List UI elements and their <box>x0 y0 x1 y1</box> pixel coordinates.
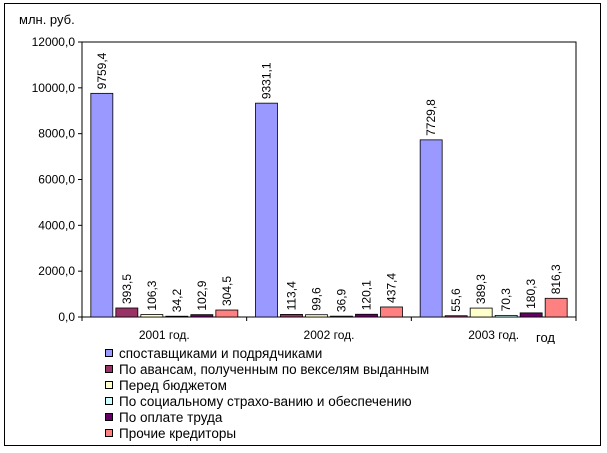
legend-item: Перед бюджетом <box>105 377 429 393</box>
bar <box>140 314 164 318</box>
legend-label: По оплате труда <box>119 409 223 425</box>
data-label: 9331,1 <box>260 62 274 99</box>
x-tick-label: 2001 год. <box>139 328 190 342</box>
y-tick-label: 4000,0 <box>38 218 75 232</box>
legend-swatch <box>105 349 113 357</box>
bar <box>190 314 214 318</box>
x-axis-label: год <box>536 330 555 344</box>
data-label: 36,9 <box>335 288 349 312</box>
bar <box>380 306 403 318</box>
data-label: 120,1 <box>360 280 374 310</box>
bar <box>90 92 114 318</box>
data-label: 102,9 <box>195 280 209 310</box>
bar <box>165 315 189 318</box>
data-label: 106,3 <box>145 280 159 310</box>
bar <box>469 307 493 318</box>
data-label: 180,3 <box>524 279 538 309</box>
y-tick-label: 2000,0 <box>38 264 75 278</box>
legend-swatch <box>105 413 113 421</box>
data-label: 389,3 <box>474 274 488 304</box>
data-label: 7729,8 <box>424 99 438 136</box>
y-tick-label: 12000,0 <box>32 35 76 49</box>
y-tick-label: 10000,0 <box>32 81 76 95</box>
axes: 0,0 2000,0 4000,0 6000,0 8000,0 10000,0 12000,… <box>32 35 577 342</box>
data-label: 34,2 <box>170 289 184 313</box>
bar-chart: млн. руб. год 0,0 2000,0 4000,0 6000,0 8000,… <box>19 12 577 344</box>
data-label: 113,4 <box>285 281 299 310</box>
legend-item: По социальному страхо-ванию и обеспечени… <box>105 393 429 409</box>
plot-area <box>81 41 577 318</box>
chart-frame: млн. руб. год 0,0 2000,0 4000,0 6000,0 8000,… <box>4 3 601 446</box>
bar <box>419 139 443 318</box>
legend-label: По социальному страхо-ванию и обеспечени… <box>119 393 412 409</box>
bar <box>305 314 328 318</box>
legend: споставщиками и подрядчиками По авансам, … <box>105 345 429 441</box>
legend-label: Перед бюджетом <box>119 377 227 393</box>
data-labels-group: 9759,4 9331,1 7729,8 393,5 113,4 55,6 106,3 99,… <box>95 52 563 312</box>
data-label: 393,5 <box>120 274 134 304</box>
legend-label: Прочие кредиторы <box>119 425 237 441</box>
bar <box>519 312 543 318</box>
data-label: 99,6 <box>310 287 324 311</box>
legend-swatch <box>105 429 113 437</box>
legend-swatch <box>105 365 113 373</box>
data-label: 9759,4 <box>95 52 109 89</box>
bar <box>444 315 468 318</box>
legend-label: споставщиками и подрядчиками <box>119 345 323 361</box>
legend-item: По авансам, полученным по векселям выдан… <box>105 361 429 377</box>
bars-group <box>90 92 568 318</box>
bar <box>494 314 518 318</box>
legend-label: По авансам, полученным по векселям выдан… <box>119 361 430 377</box>
y-tick-label: 8000,0 <box>38 127 75 141</box>
y-tick-label: 0,0 <box>58 310 75 324</box>
legend-swatch <box>105 381 113 389</box>
data-label: 304,5 <box>220 276 234 306</box>
bar <box>544 297 568 318</box>
bar <box>355 313 378 318</box>
y-tick-label: 6000,0 <box>38 173 75 187</box>
bar <box>115 307 139 318</box>
bar <box>215 309 239 318</box>
bar <box>330 315 353 318</box>
x-tick-label: 2003 год. <box>468 328 519 342</box>
data-label: 55,6 <box>449 288 463 312</box>
x-tick-label: 2002 год. <box>304 328 355 342</box>
data-label: 437,4 <box>385 273 399 303</box>
data-label: 816,3 <box>549 264 563 294</box>
legend-item: По оплате труда <box>105 409 429 425</box>
bar <box>255 102 278 318</box>
legend-swatch <box>105 397 113 405</box>
legend-item: Прочие кредиторы <box>105 425 429 441</box>
y-axis-label: млн. руб. <box>19 12 75 27</box>
legend-item: споставщиками и подрядчиками <box>105 345 429 361</box>
bar <box>280 314 303 318</box>
data-label: 70,3 <box>499 288 513 312</box>
